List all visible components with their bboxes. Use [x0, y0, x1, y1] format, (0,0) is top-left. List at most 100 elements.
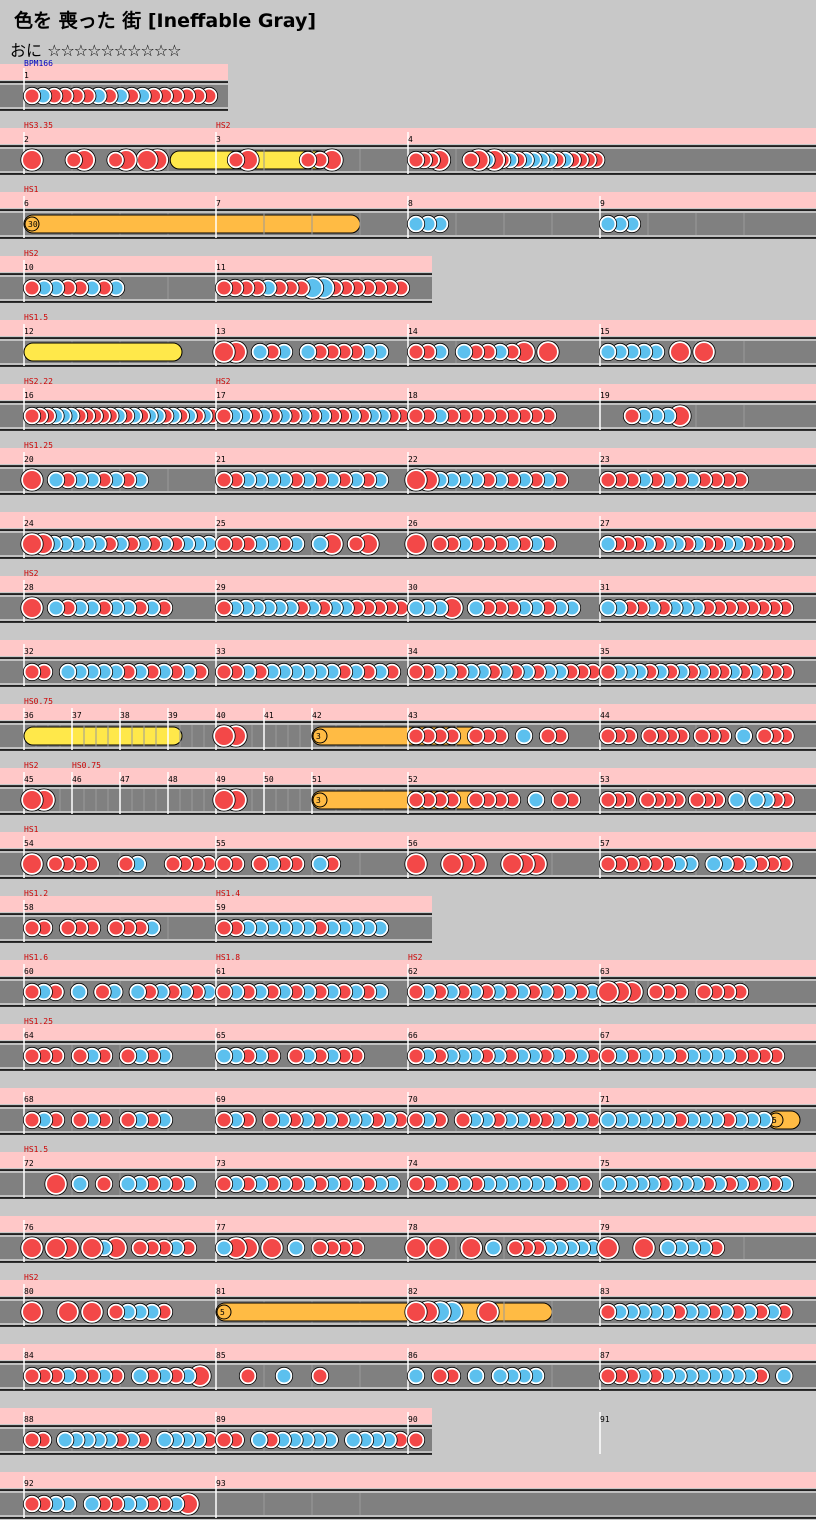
don-note [407, 983, 425, 1001]
don-note [215, 919, 233, 937]
measure-number: 30 [408, 583, 418, 592]
scroll-band [0, 1472, 816, 1488]
measure-number: 78 [408, 1223, 418, 1232]
ka-note [407, 215, 425, 233]
measure-number: 85 [216, 1351, 226, 1360]
don-note [407, 407, 425, 425]
ka-note [728, 791, 746, 809]
measure-number: 17 [216, 391, 226, 400]
don-note [21, 1301, 43, 1323]
scroll-speed-label: HS2.22 [24, 377, 53, 386]
measure-number: 82 [408, 1287, 418, 1296]
ka-note [599, 1175, 617, 1193]
measure-number: 59 [216, 903, 226, 912]
measure-number: 45 [24, 775, 34, 784]
don-note [599, 471, 617, 489]
don-note [407, 151, 425, 169]
measure-number: 52 [408, 775, 418, 784]
don-note [23, 87, 41, 105]
measure-number: 38 [120, 711, 130, 720]
don-note [405, 853, 427, 875]
don-note [695, 983, 713, 1001]
measure-number: 23 [600, 455, 610, 464]
don-note [407, 1111, 425, 1129]
measure-number: 32 [24, 647, 34, 656]
don-note [407, 1175, 425, 1193]
measure-number: 81 [216, 1287, 226, 1296]
measure-number: 51 [312, 775, 322, 784]
don-note [467, 727, 485, 745]
don-note [407, 727, 425, 745]
don-note [454, 1111, 472, 1129]
roll-note [23, 342, 183, 362]
don-note [47, 855, 64, 873]
don-note [215, 1175, 233, 1193]
measure-number: 1 [24, 71, 29, 80]
don-note [599, 1367, 617, 1385]
don-note [501, 853, 523, 875]
don-note [407, 343, 425, 361]
ka-note [407, 599, 425, 617]
ka-note [747, 791, 765, 809]
chart-row: 24 25 26 27 [0, 512, 816, 559]
don-note [65, 151, 83, 169]
don-note [57, 1301, 79, 1323]
measure-number: 6 [24, 199, 29, 208]
don-note [107, 151, 125, 169]
measure-number: 29 [216, 583, 226, 592]
measure-number: 86 [408, 1351, 418, 1360]
scroll-speed-label: HS1 [24, 825, 39, 834]
roll-count: 3 [316, 796, 321, 805]
scroll-speed-label: HS2 [24, 569, 39, 578]
chart-row: 28 29 30 31 HS2 [0, 569, 816, 623]
don-note [405, 1301, 427, 1323]
don-note [460, 1237, 483, 1259]
don-note [407, 1431, 425, 1449]
scroll-speed-label: HS2 [216, 377, 231, 386]
don-note [81, 1237, 103, 1259]
don-note [135, 149, 158, 171]
don-note [45, 1173, 67, 1195]
don-note [641, 727, 659, 745]
difficulty-row: おに ☆☆☆☆☆☆☆☆☆☆ [10, 37, 182, 61]
measure-number: 55 [216, 839, 226, 848]
scroll-speed-label: HS1.25 [24, 441, 53, 450]
ka-note [455, 343, 473, 361]
roll-count: 5 [220, 1308, 225, 1317]
measure-number: 66 [408, 1031, 418, 1040]
measure-number: 2 [24, 135, 29, 144]
don-note [477, 1301, 499, 1323]
measure-number: 68 [24, 1095, 34, 1104]
don-note [215, 535, 233, 553]
don-note [311, 1239, 329, 1257]
scroll-speed-label: HS1.2 [24, 889, 48, 898]
don-note [227, 151, 245, 169]
measure-number: 61 [216, 967, 226, 976]
don-note [21, 853, 43, 875]
don-note [21, 597, 43, 619]
don-note [405, 533, 427, 555]
measure-number: 91 [600, 1415, 610, 1424]
don-note [23, 983, 41, 1001]
measure-number: 12 [24, 327, 34, 336]
ka-note [311, 535, 329, 553]
measure-number: 42 [312, 711, 322, 720]
don-note [23, 1495, 41, 1513]
don-note [23, 1111, 41, 1129]
chart-title: 色を 喪った 街 [Ineffable Gray] [14, 10, 317, 32]
don-note [251, 855, 269, 873]
scroll-speed-label: HS2 [408, 953, 423, 962]
roll-count: 30 [28, 220, 38, 229]
don-note [21, 1237, 43, 1259]
measure-number: 18 [408, 391, 418, 400]
don-note [107, 919, 125, 937]
don-note [164, 855, 182, 873]
don-note [599, 791, 617, 809]
ka-note [311, 855, 329, 873]
difficulty-label: おに [10, 41, 43, 60]
don-note [599, 1303, 617, 1321]
don-note [131, 1239, 149, 1257]
don-note [407, 1047, 425, 1065]
don-note [441, 853, 463, 875]
measure-number: 43 [408, 711, 418, 720]
